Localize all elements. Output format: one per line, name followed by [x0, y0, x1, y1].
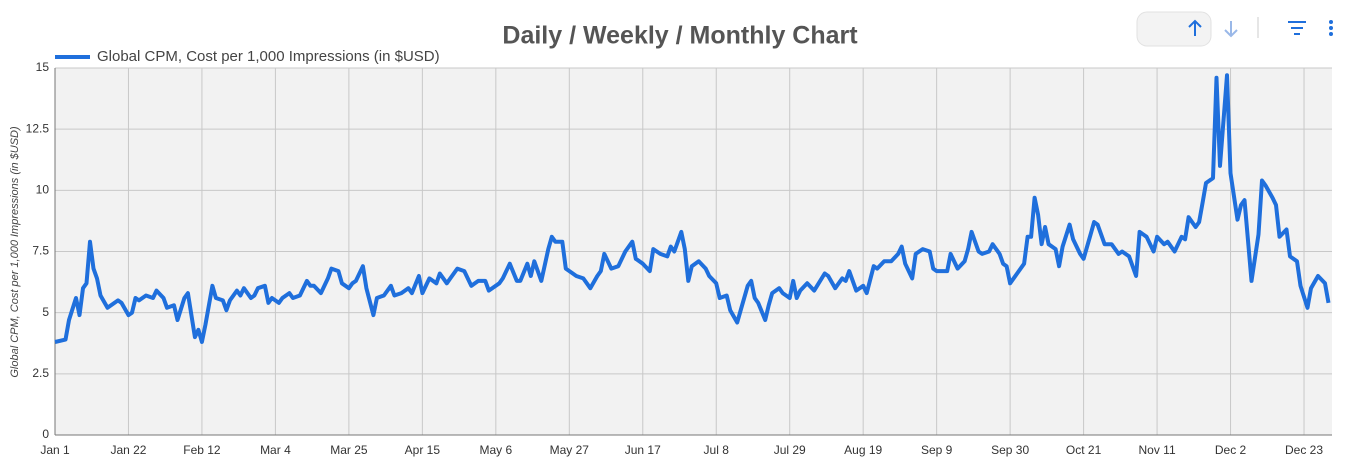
- sort-button[interactable]: [1136, 11, 1212, 47]
- x-tick-label: Dec 2: [1215, 443, 1247, 457]
- data-line: [54, 73, 1331, 344]
- x-tick-label: Sep 30: [991, 443, 1029, 457]
- x-tick-label: Dec 23: [1285, 443, 1323, 457]
- x-tick-label: Aug 19: [844, 443, 882, 457]
- filter-icon[interactable]: [1288, 21, 1306, 35]
- sort-descending-icon[interactable]: [1224, 21, 1238, 38]
- toolbar: [1136, 11, 1333, 47]
- x-tick-label: Jan 22: [110, 443, 146, 457]
- x-tick-label: Jul 8: [704, 443, 730, 457]
- x-tick-label: May 27: [550, 443, 590, 457]
- x-tick-label: Feb 12: [183, 443, 221, 457]
- x-tick-label: Mar 25: [330, 443, 368, 457]
- x-tick-label: Jul 29: [774, 443, 806, 457]
- x-tick-label: Oct 21: [1066, 443, 1102, 457]
- x-tick-label: May 6: [479, 443, 512, 457]
- legend-label: Global CPM, Cost per 1,000 Impressions (…: [97, 48, 440, 65]
- x-tick-label: Mar 4: [260, 443, 291, 457]
- x-tick-label: Apr 15: [405, 443, 441, 457]
- x-tick-label: Sep 9: [921, 443, 953, 457]
- sort-ascending-icon[interactable]: [1188, 19, 1202, 36]
- x-tick-label: Nov 11: [1138, 443, 1175, 457]
- y-tick-label: 2.5: [32, 366, 49, 380]
- y-tick-label: 15: [36, 60, 50, 74]
- y-tick-label: 0: [42, 427, 49, 441]
- y-axis-label: Global CPM, Cost per 1,000 Impressions (…: [9, 126, 21, 378]
- chart-title: Daily / Weekly / Monthly Chart: [502, 22, 858, 50]
- x-tick-label: Jan 1: [40, 443, 70, 457]
- y-tick-label: 7.5: [32, 244, 49, 258]
- y-tick-label: 10: [36, 183, 50, 197]
- menu-icon[interactable]: [1329, 20, 1333, 36]
- y-tick-label: 5: [42, 305, 49, 319]
- x-tick-label: Jun 17: [625, 443, 661, 457]
- y-tick-label: 12.5: [26, 121, 50, 135]
